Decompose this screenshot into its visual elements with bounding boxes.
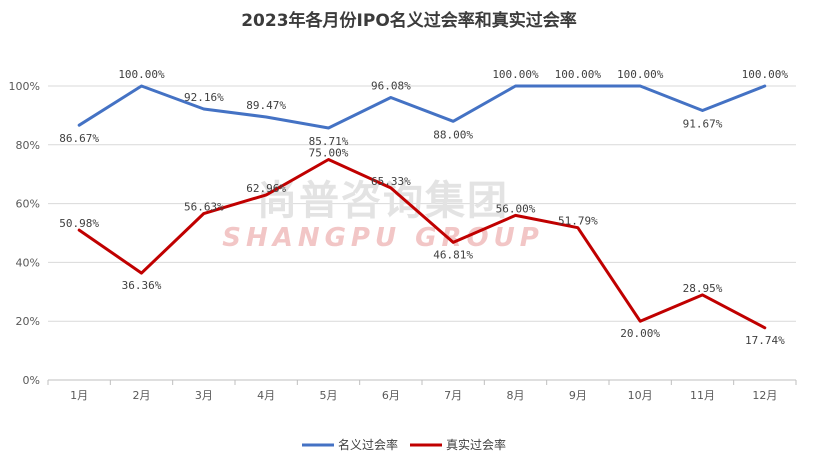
data-label: 36.36%: [122, 279, 162, 292]
data-label: 85.71%: [309, 135, 349, 148]
axis-layer: 0% 20% 40% 60% 80% 100% 1月 2月 3月 4月 5月 6月 7月 8月 9月 10月 1…: [9, 80, 797, 402]
x-tick-label: 10月: [628, 389, 653, 402]
data-label: 20.00%: [620, 327, 660, 340]
data-label: 92.16%: [184, 91, 224, 104]
data-label: 17.74%: [745, 334, 785, 347]
x-tick-label: 2月: [133, 389, 151, 402]
data-label: 51.79%: [558, 215, 598, 228]
data-label: 96.08%: [371, 80, 411, 93]
data-label: 88.00%: [433, 128, 473, 141]
data-label: 56.63%: [184, 201, 224, 214]
series-line-1: [77, 84, 767, 130]
data-label: 100.00%: [492, 68, 539, 81]
x-tick-label: 11月: [690, 389, 715, 402]
data-label: 28.95%: [683, 282, 723, 295]
data-label: 75.00%: [309, 147, 349, 160]
data-label-layer: 86.67% 100.00% 92.16% 89.47% 85.71% 96.08% 88.…: [59, 68, 788, 347]
y-tick-label: 40%: [16, 256, 40, 269]
y-tick-label: 20%: [16, 315, 40, 328]
data-label: 62.96%: [246, 182, 286, 195]
data-label: 100.00%: [555, 68, 602, 81]
data-label: 100.00%: [118, 68, 165, 81]
x-tick-label: 6月: [382, 389, 400, 402]
y-tick-label: 60%: [16, 198, 40, 211]
x-tick-label: 4月: [257, 389, 275, 402]
chart-title: 2023年各月份IPO名义过会率和真实过会率: [241, 10, 577, 31]
x-tick-label: 3月: [195, 389, 213, 402]
watermark-en: SHANGPU GROUP: [222, 223, 544, 253]
legend-label-2: 真实过会率: [446, 437, 506, 452]
y-tick-label: 80%: [16, 139, 40, 152]
legend: 名义过会率 真实过会率: [302, 437, 506, 452]
x-tick-label: 8月: [507, 389, 525, 402]
watermark-cn: 尚普咨询集团: [257, 178, 509, 224]
data-label: 91.67%: [683, 117, 723, 130]
series-layer: [77, 84, 767, 330]
series-line-2: [77, 158, 767, 330]
x-tick-label: 5月: [320, 389, 338, 402]
legend-label-1: 名义过会率: [338, 437, 398, 452]
data-label: 50.98%: [59, 217, 99, 230]
data-label: 100.00%: [617, 68, 664, 81]
data-label: 86.67%: [59, 132, 99, 145]
y-tick-label: 0%: [23, 374, 40, 387]
x-tick-label: 7月: [444, 389, 462, 402]
y-tick-label: 100%: [9, 80, 40, 93]
x-tick-label: 9月: [569, 389, 587, 402]
data-label: 65.33%: [371, 175, 411, 188]
data-label: 100.00%: [742, 68, 789, 81]
x-tick-label: 1月: [70, 389, 88, 402]
data-label: 56.00%: [496, 202, 536, 215]
data-label: 46.81%: [433, 248, 473, 261]
data-label: 89.47%: [246, 99, 286, 112]
x-tick-label: 12月: [752, 389, 777, 402]
